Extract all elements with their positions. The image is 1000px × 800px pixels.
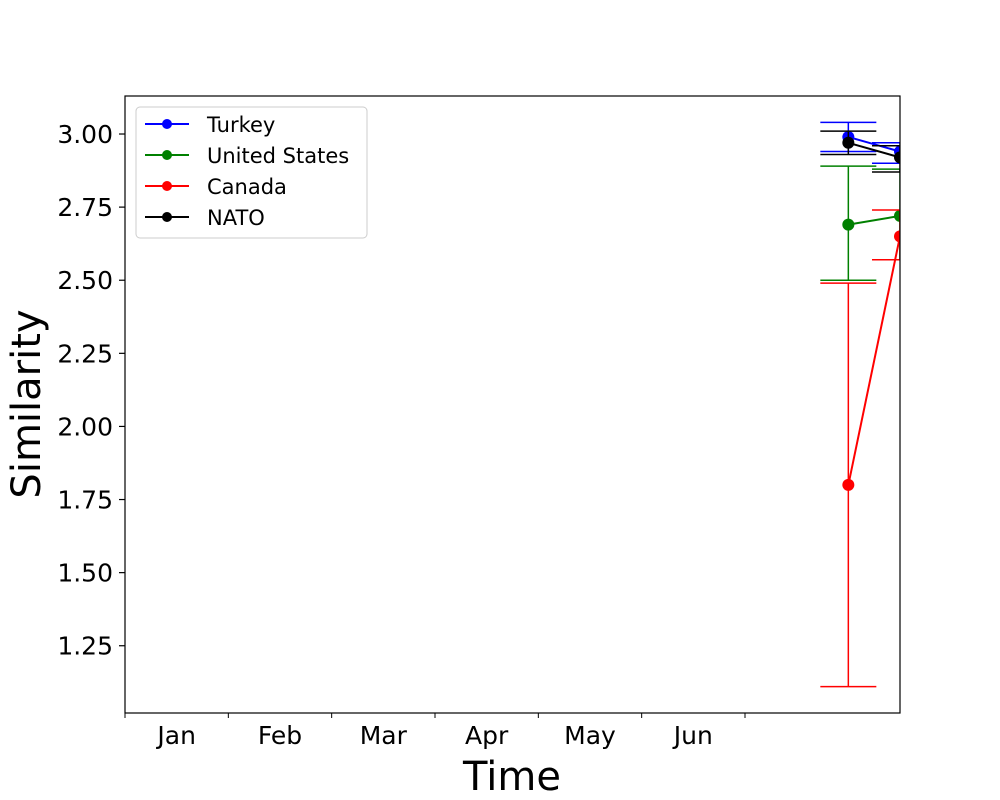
united-states-point xyxy=(842,218,855,231)
y-axis-title: Similarity xyxy=(4,309,50,498)
legend-united-states-label: United States xyxy=(207,144,349,168)
x-tick-label: Jun xyxy=(672,721,713,750)
y-tick-label: 2.25 xyxy=(57,339,113,368)
united-states-line xyxy=(848,214,900,226)
axes-layer: 1.25 1.50 1.75 2.00 2.25 2.50 2.75 3.00 Jan Feb Ma… xyxy=(57,120,746,750)
x-tick-label: May xyxy=(564,721,616,750)
legend-box xyxy=(135,106,368,239)
nato-line xyxy=(848,141,900,159)
legend-canada-marker xyxy=(162,181,172,191)
legend-canada-label: Canada xyxy=(207,175,287,199)
nato-point xyxy=(842,136,855,149)
canada-line xyxy=(847,236,900,486)
x-tick-label: Mar xyxy=(360,721,408,750)
legend-united-states-marker xyxy=(162,150,172,160)
data-layer xyxy=(820,121,900,688)
y-tick-label: 2.50 xyxy=(57,266,113,295)
turkey-line xyxy=(848,135,900,153)
canada-point xyxy=(894,230,900,243)
y-tick-label: 2.00 xyxy=(57,412,113,441)
legend-turkey-label: Turkey xyxy=(206,113,275,137)
plot-frame xyxy=(124,95,901,714)
x-tick-label: Jan xyxy=(155,721,196,750)
nato-point xyxy=(894,151,900,164)
united-states-point xyxy=(894,209,900,222)
x-tick-label: Feb xyxy=(258,721,302,750)
y-tick-label: 3.00 xyxy=(57,120,113,149)
legend-turkey-marker xyxy=(162,119,172,129)
y-tick-label: 1.50 xyxy=(57,559,113,588)
legend-nato-marker xyxy=(162,212,172,222)
canada-point xyxy=(842,478,855,491)
y-tick-label: 1.75 xyxy=(57,486,113,515)
legend: Turkey United States Canada NATO xyxy=(135,106,368,239)
x-axis-title: Time xyxy=(462,754,561,800)
legend-nato-label: NATO xyxy=(207,206,265,230)
y-tick-label: 1.25 xyxy=(57,632,113,661)
x-tick-label: Apr xyxy=(465,721,509,750)
y-tick-label: 2.75 xyxy=(57,193,113,222)
